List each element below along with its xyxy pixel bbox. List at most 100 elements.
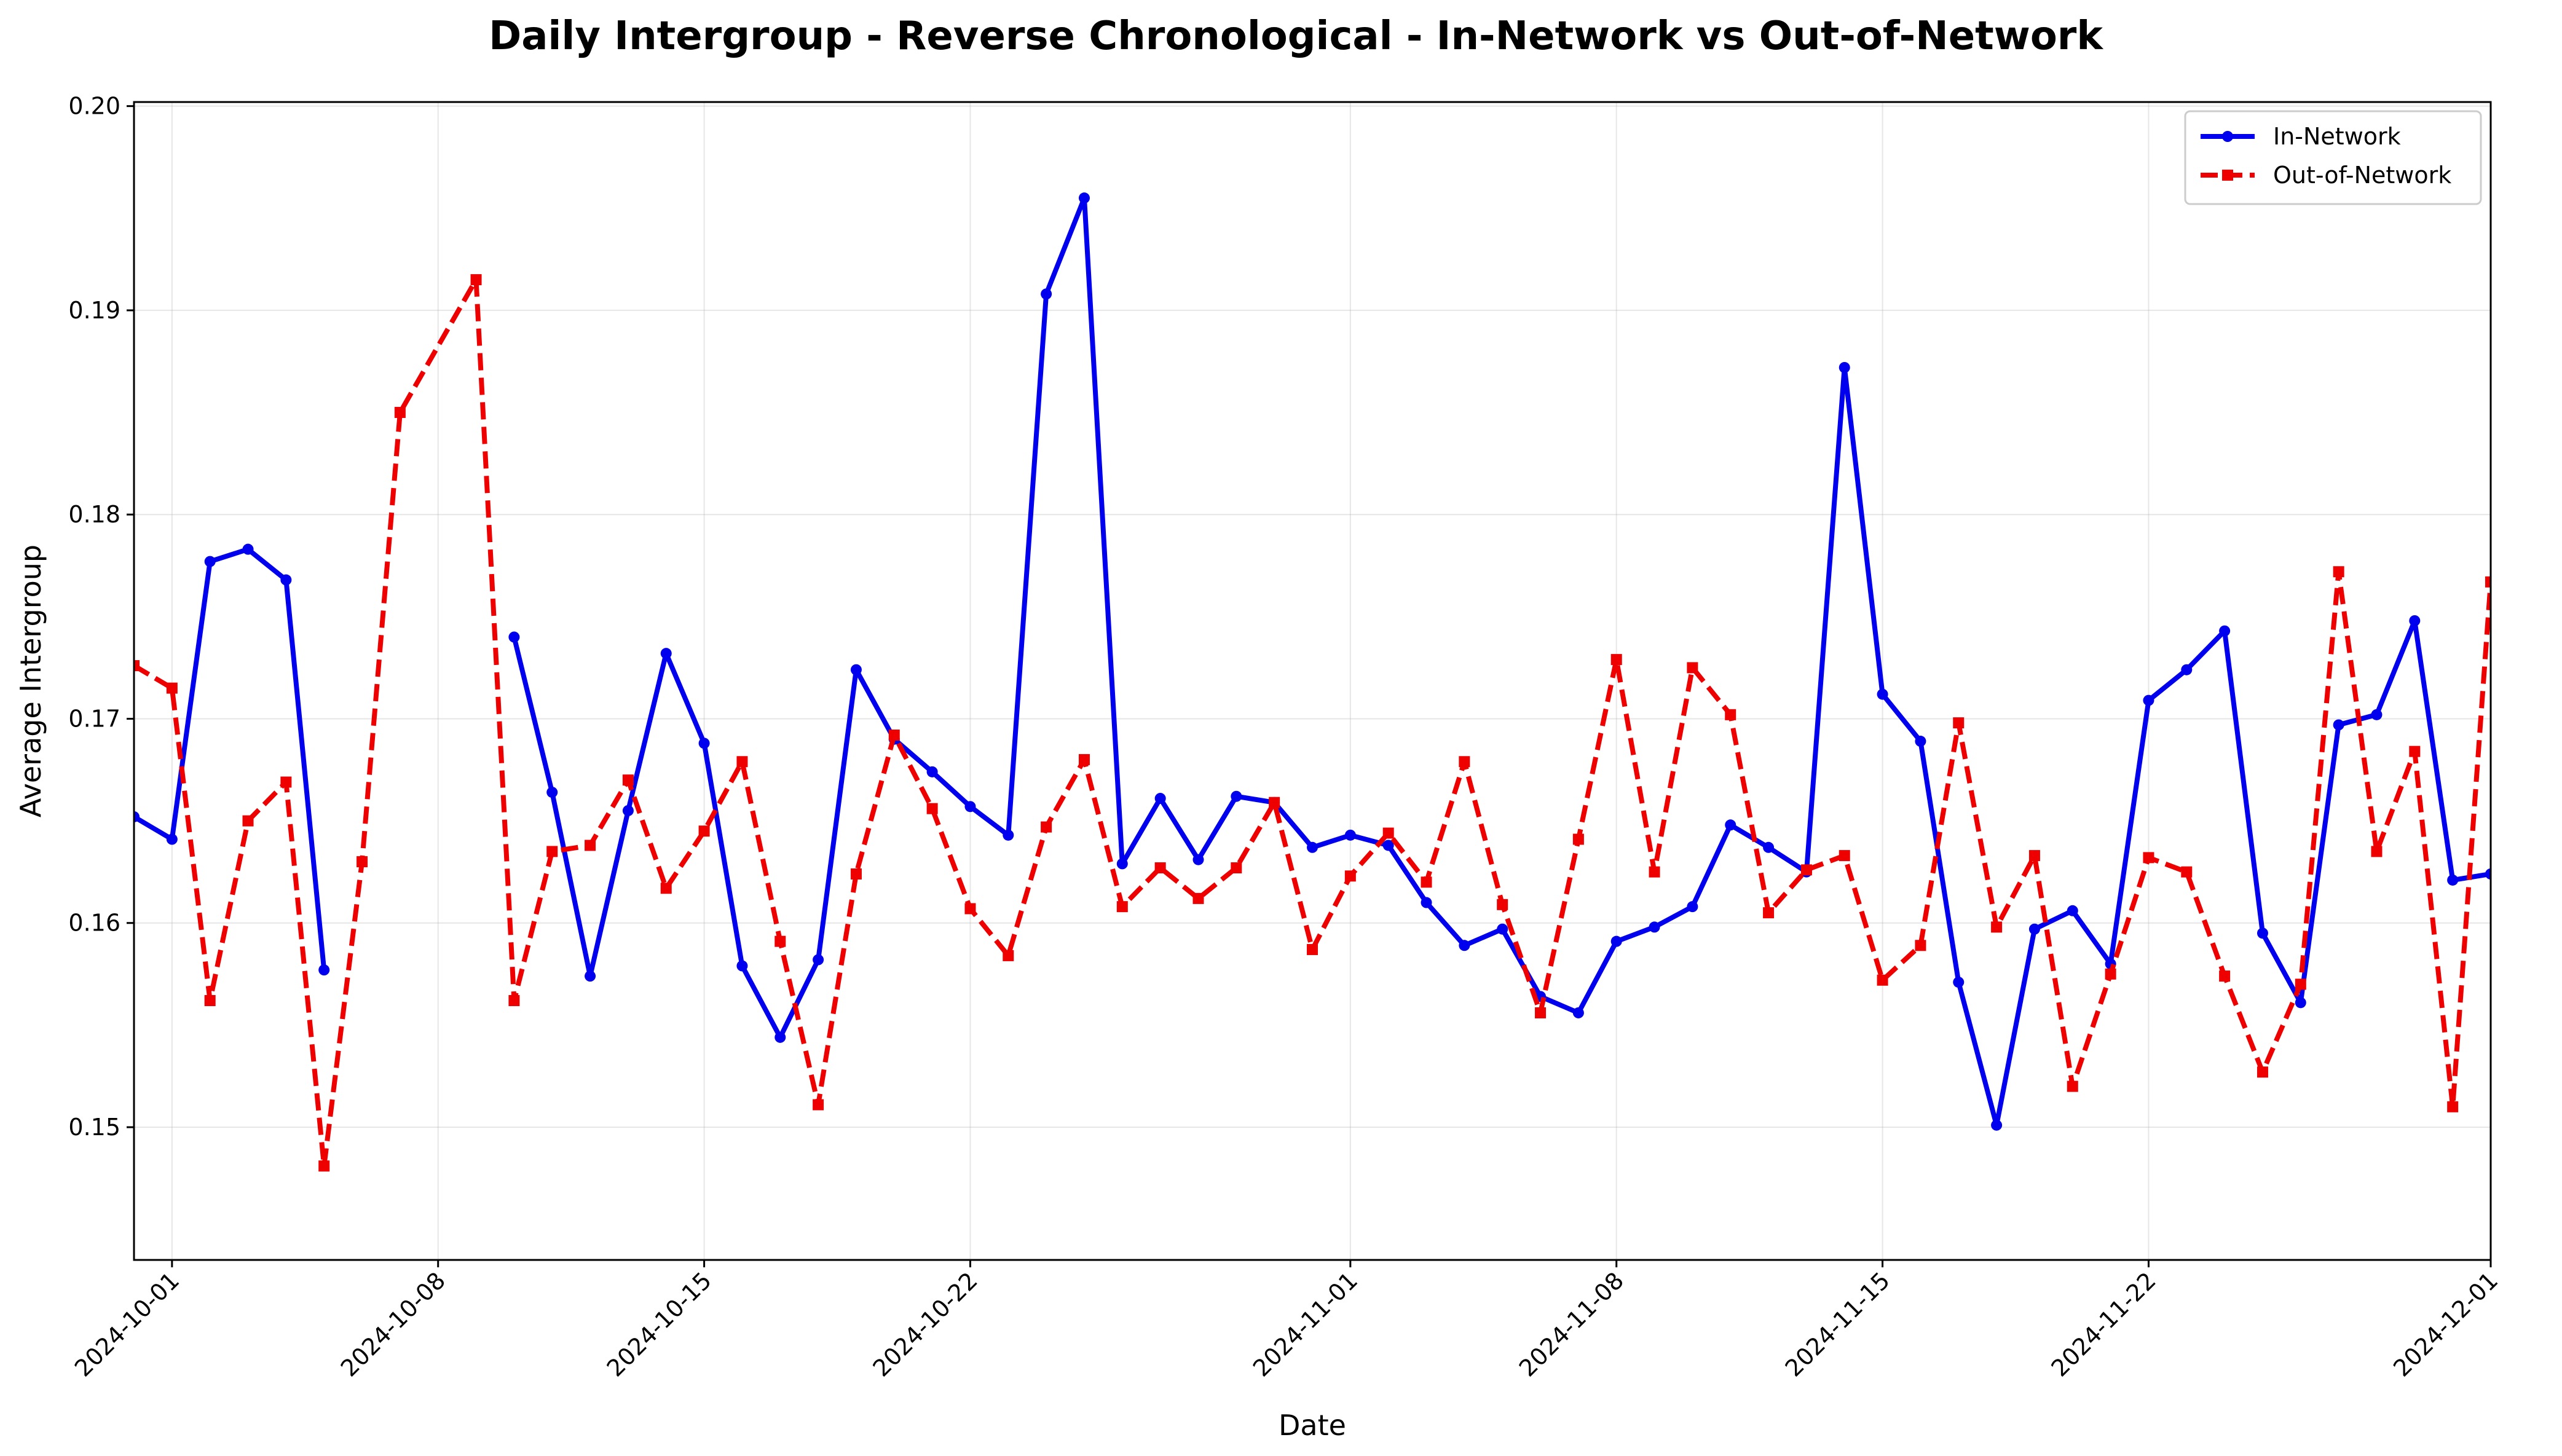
data-point-out-of-network [1192, 892, 1204, 904]
data-point-in-network [1610, 935, 1622, 947]
data-point-out-of-network [546, 846, 558, 857]
data-point-in-network [775, 1031, 786, 1043]
data-point-in-network [964, 801, 976, 813]
data-point-in-network [736, 960, 748, 972]
data-point-out-of-network [1877, 974, 1888, 986]
data-point-out-of-network [1459, 756, 1470, 768]
data-point-out-of-network [2143, 852, 2154, 864]
data-point-out-of-network [2181, 866, 2193, 878]
data-point-out-of-network [1991, 921, 2003, 933]
data-point-in-network [850, 664, 862, 675]
legend-marker-out-of-network [2222, 170, 2233, 181]
data-point-out-of-network [926, 803, 938, 814]
data-point-out-of-network [736, 756, 748, 768]
legend-label-in-network: In-Network [2273, 123, 2401, 150]
data-point-out-of-network [2067, 1080, 2078, 1092]
data-point-out-of-network [2257, 1066, 2268, 1078]
data-point-out-of-network [134, 660, 140, 672]
data-point-in-network [926, 766, 938, 777]
data-point-in-network [1915, 736, 1926, 747]
data-point-out-of-network [1269, 797, 1280, 808]
series-layer [134, 192, 2491, 1172]
data-point-in-network [1003, 829, 1014, 841]
data-point-out-of-network [1572, 833, 1584, 845]
data-point-out-of-network [1344, 870, 1356, 882]
data-point-out-of-network [357, 856, 368, 868]
data-point-out-of-network [470, 274, 482, 286]
data-point-in-network [813, 954, 824, 966]
data-point-in-network [134, 811, 140, 822]
data-point-in-network [1687, 901, 1698, 913]
data-point-in-network [2447, 874, 2459, 886]
data-point-out-of-network [1116, 901, 1128, 913]
data-point-out-of-network [1497, 899, 1508, 910]
data-point-out-of-network [1953, 717, 1965, 729]
data-point-out-of-network [2028, 850, 2040, 862]
data-point-in-network [2257, 927, 2268, 939]
data-point-out-of-network [2295, 978, 2306, 990]
data-point-out-of-network [1535, 1007, 1547, 1018]
data-point-in-network [1877, 688, 1888, 700]
data-point-out-of-network [2105, 968, 2116, 980]
legend: In-Network Out-of-Network [2184, 110, 2482, 205]
data-point-in-network [1192, 854, 1204, 865]
data-point-out-of-network [1154, 862, 1166, 874]
data-point-in-network [2371, 709, 2383, 720]
data-point-in-network [2485, 868, 2491, 880]
data-point-out-of-network [1800, 864, 1812, 876]
data-point-in-network [1344, 829, 1356, 841]
data-point-in-network [508, 631, 520, 643]
data-point-out-of-network [2447, 1101, 2459, 1112]
series-in-network [134, 192, 2491, 1131]
data-point-out-of-network [508, 995, 520, 1007]
data-point-out-of-network [242, 815, 254, 827]
data-point-in-network [1649, 921, 1660, 933]
data-point-in-network [1763, 841, 1775, 853]
data-point-in-network [2181, 664, 2193, 675]
data-point-in-network [1459, 940, 1470, 951]
data-point-in-network [698, 738, 710, 749]
data-point-in-network [660, 648, 672, 659]
data-point-in-network [2067, 905, 2078, 916]
y-tick-label: 0.18 [68, 501, 120, 528]
data-point-out-of-network [204, 995, 216, 1007]
y-tick-label: 0.15 [68, 1114, 120, 1141]
data-point-in-network [2143, 695, 2154, 706]
data-point-in-network [204, 556, 216, 567]
data-point-out-of-network [1078, 754, 1090, 765]
data-point-in-network [1953, 977, 1965, 988]
data-point-out-of-network [1421, 876, 1432, 888]
data-point-out-of-network [1307, 943, 1318, 955]
data-point-in-network [1116, 858, 1128, 870]
data-point-in-network [546, 787, 558, 798]
data-point-in-network [166, 833, 178, 845]
data-point-out-of-network [166, 682, 178, 694]
data-point-in-network [1041, 288, 1052, 300]
data-point-out-of-network [964, 903, 976, 915]
data-point-out-of-network [1915, 940, 1926, 951]
data-point-in-network [1725, 819, 1736, 831]
plot-frame [133, 101, 2492, 1261]
data-point-out-of-network [1382, 827, 1394, 839]
data-point-out-of-network [2409, 746, 2421, 757]
data-point-in-network [2219, 625, 2231, 637]
data-point-out-of-network [2485, 576, 2491, 588]
data-point-out-of-network [585, 840, 596, 851]
data-point-in-network [1497, 923, 1508, 935]
data-point-out-of-network [1610, 654, 1622, 666]
y-tick-label: 0.17 [68, 705, 120, 732]
data-point-out-of-network [813, 1099, 824, 1111]
data-point-out-of-network [622, 774, 634, 786]
data-point-out-of-network [850, 868, 862, 880]
data-point-in-network [622, 805, 634, 816]
data-point-out-of-network [280, 776, 292, 788]
data-point-in-network [2295, 997, 2306, 1009]
data-point-in-network [2333, 719, 2344, 731]
y-axis-label: Average Intergroup [14, 545, 47, 817]
data-point-in-network [1839, 361, 1850, 373]
data-point-out-of-network [1725, 709, 1736, 720]
data-point-in-network [1991, 1119, 2003, 1131]
series-line-out-of-network [134, 277, 2491, 1169]
data-point-in-network [1307, 841, 1318, 853]
